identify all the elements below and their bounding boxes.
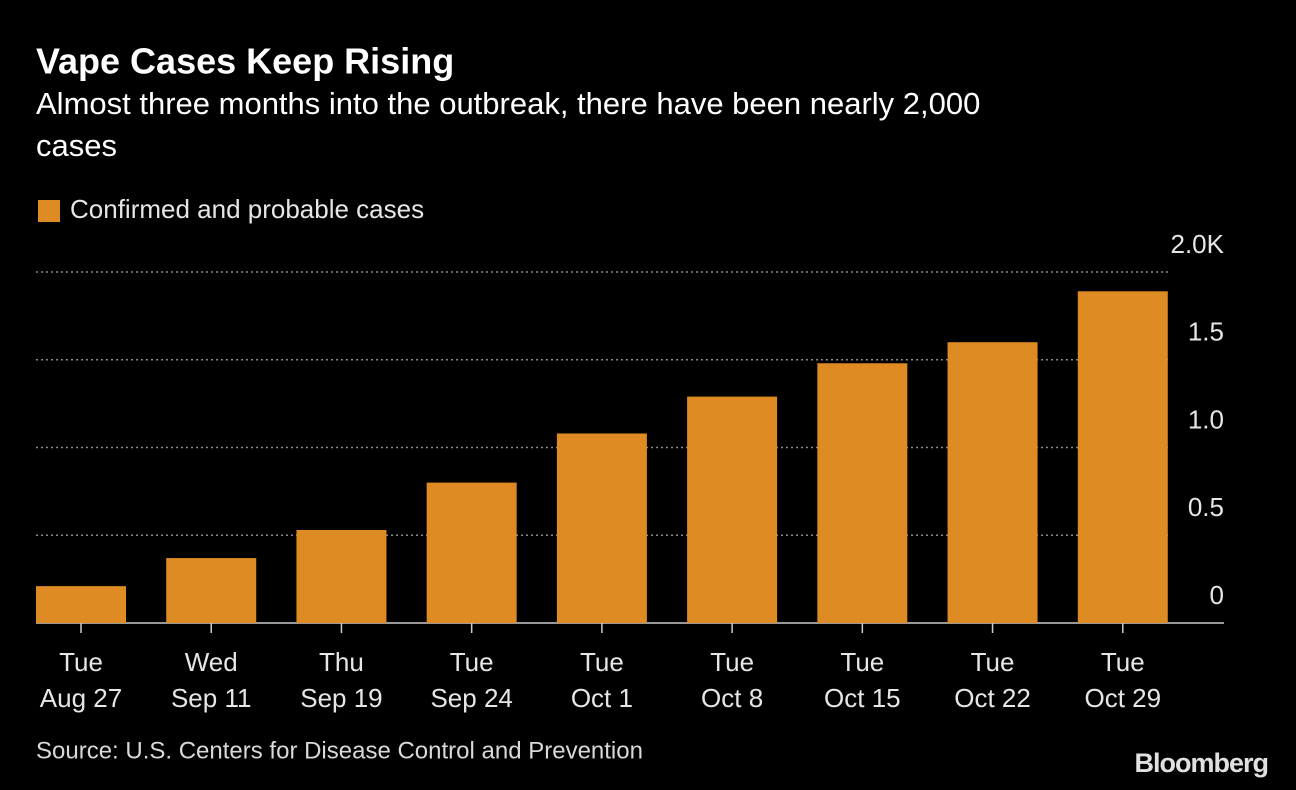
legend-label: Confirmed and probable cases: [70, 194, 424, 224]
brand: Bloomberg: [1134, 748, 1268, 778]
x-tick-label: Oct 8: [701, 683, 763, 713]
chart-title: Vape Cases Keep Rising: [36, 41, 454, 82]
x-tick-label: Sep 11: [171, 683, 251, 713]
x-tick-label: Wed: [185, 647, 238, 677]
x-tick-label: Oct 29: [1084, 683, 1161, 713]
x-tick-label: Thu: [319, 647, 364, 677]
x-tick-label: Tue: [840, 647, 884, 677]
y-tick-label: 0: [1210, 580, 1224, 610]
x-tick-label: Sep 24: [430, 683, 512, 713]
y-tick-label: 0.5: [1188, 492, 1224, 522]
legend-swatch: [38, 200, 60, 222]
source: Source: U.S. Centers for Disease Control…: [36, 737, 643, 764]
x-tick-label: Tue: [710, 647, 754, 677]
x-tick-label: Oct 22: [954, 683, 1031, 713]
bar: [817, 363, 908, 623]
y-tick-label: 1.5: [1188, 317, 1224, 347]
y-tick-label: 2.0K: [1171, 229, 1225, 259]
bar: [166, 558, 257, 623]
bar: [296, 529, 387, 623]
x-tick-label: Aug 27: [40, 683, 122, 713]
x-tick-label: Oct 15: [824, 683, 901, 713]
x-tick-label: Tue: [1101, 647, 1145, 677]
chart-subtitle: cases: [36, 128, 117, 163]
bar: [426, 482, 517, 623]
x-tick-label: Tue: [450, 647, 494, 677]
x-tick-label: Tue: [59, 647, 103, 677]
x-tick-label: Tue: [971, 647, 1015, 677]
bar: [1077, 291, 1168, 623]
y-tick-label: 1.0: [1188, 404, 1224, 434]
chart-subtitle: Almost three months into the outbreak, t…: [36, 86, 980, 121]
bar: [947, 342, 1038, 623]
bar: [687, 396, 778, 623]
x-tick-label: Sep 19: [300, 683, 382, 713]
bar: [36, 586, 126, 623]
x-tick-label: Oct 1: [571, 683, 633, 713]
bar: [556, 433, 647, 623]
x-tick-label: Tue: [580, 647, 624, 677]
